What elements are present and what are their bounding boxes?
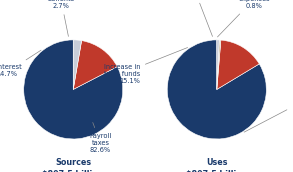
- Text: Railroad
Retirement
financial
interchange
0.5%: Railroad Retirement financial interchang…: [171, 0, 212, 36]
- Text: Administrative
expenses
0.8%: Administrative expenses 0.8%: [217, 0, 278, 37]
- Text: Interest
14.7%: Interest 14.7%: [0, 50, 41, 77]
- Wedge shape: [217, 40, 259, 89]
- Text: Benefit
payments
83.7%: Benefit payments 83.7%: [244, 88, 293, 132]
- Text: Taxation of
benefits
2.7%: Taxation of benefits 2.7%: [42, 0, 79, 36]
- Text: Payroll
taxes
82.6%: Payroll taxes 82.6%: [89, 122, 112, 153]
- Wedge shape: [73, 41, 117, 89]
- Text: Sources: Sources: [55, 158, 91, 167]
- Text: $807.5 billion: $807.5 billion: [186, 170, 248, 172]
- Text: $807.5 billion: $807.5 billion: [42, 170, 104, 172]
- Wedge shape: [167, 40, 266, 139]
- Text: Increase in
trust funds
15.1%: Increase in trust funds 15.1%: [103, 47, 188, 84]
- Wedge shape: [217, 40, 221, 89]
- Wedge shape: [217, 40, 219, 89]
- Wedge shape: [24, 40, 123, 139]
- Text: Uses: Uses: [206, 158, 228, 167]
- Wedge shape: [73, 40, 82, 89]
